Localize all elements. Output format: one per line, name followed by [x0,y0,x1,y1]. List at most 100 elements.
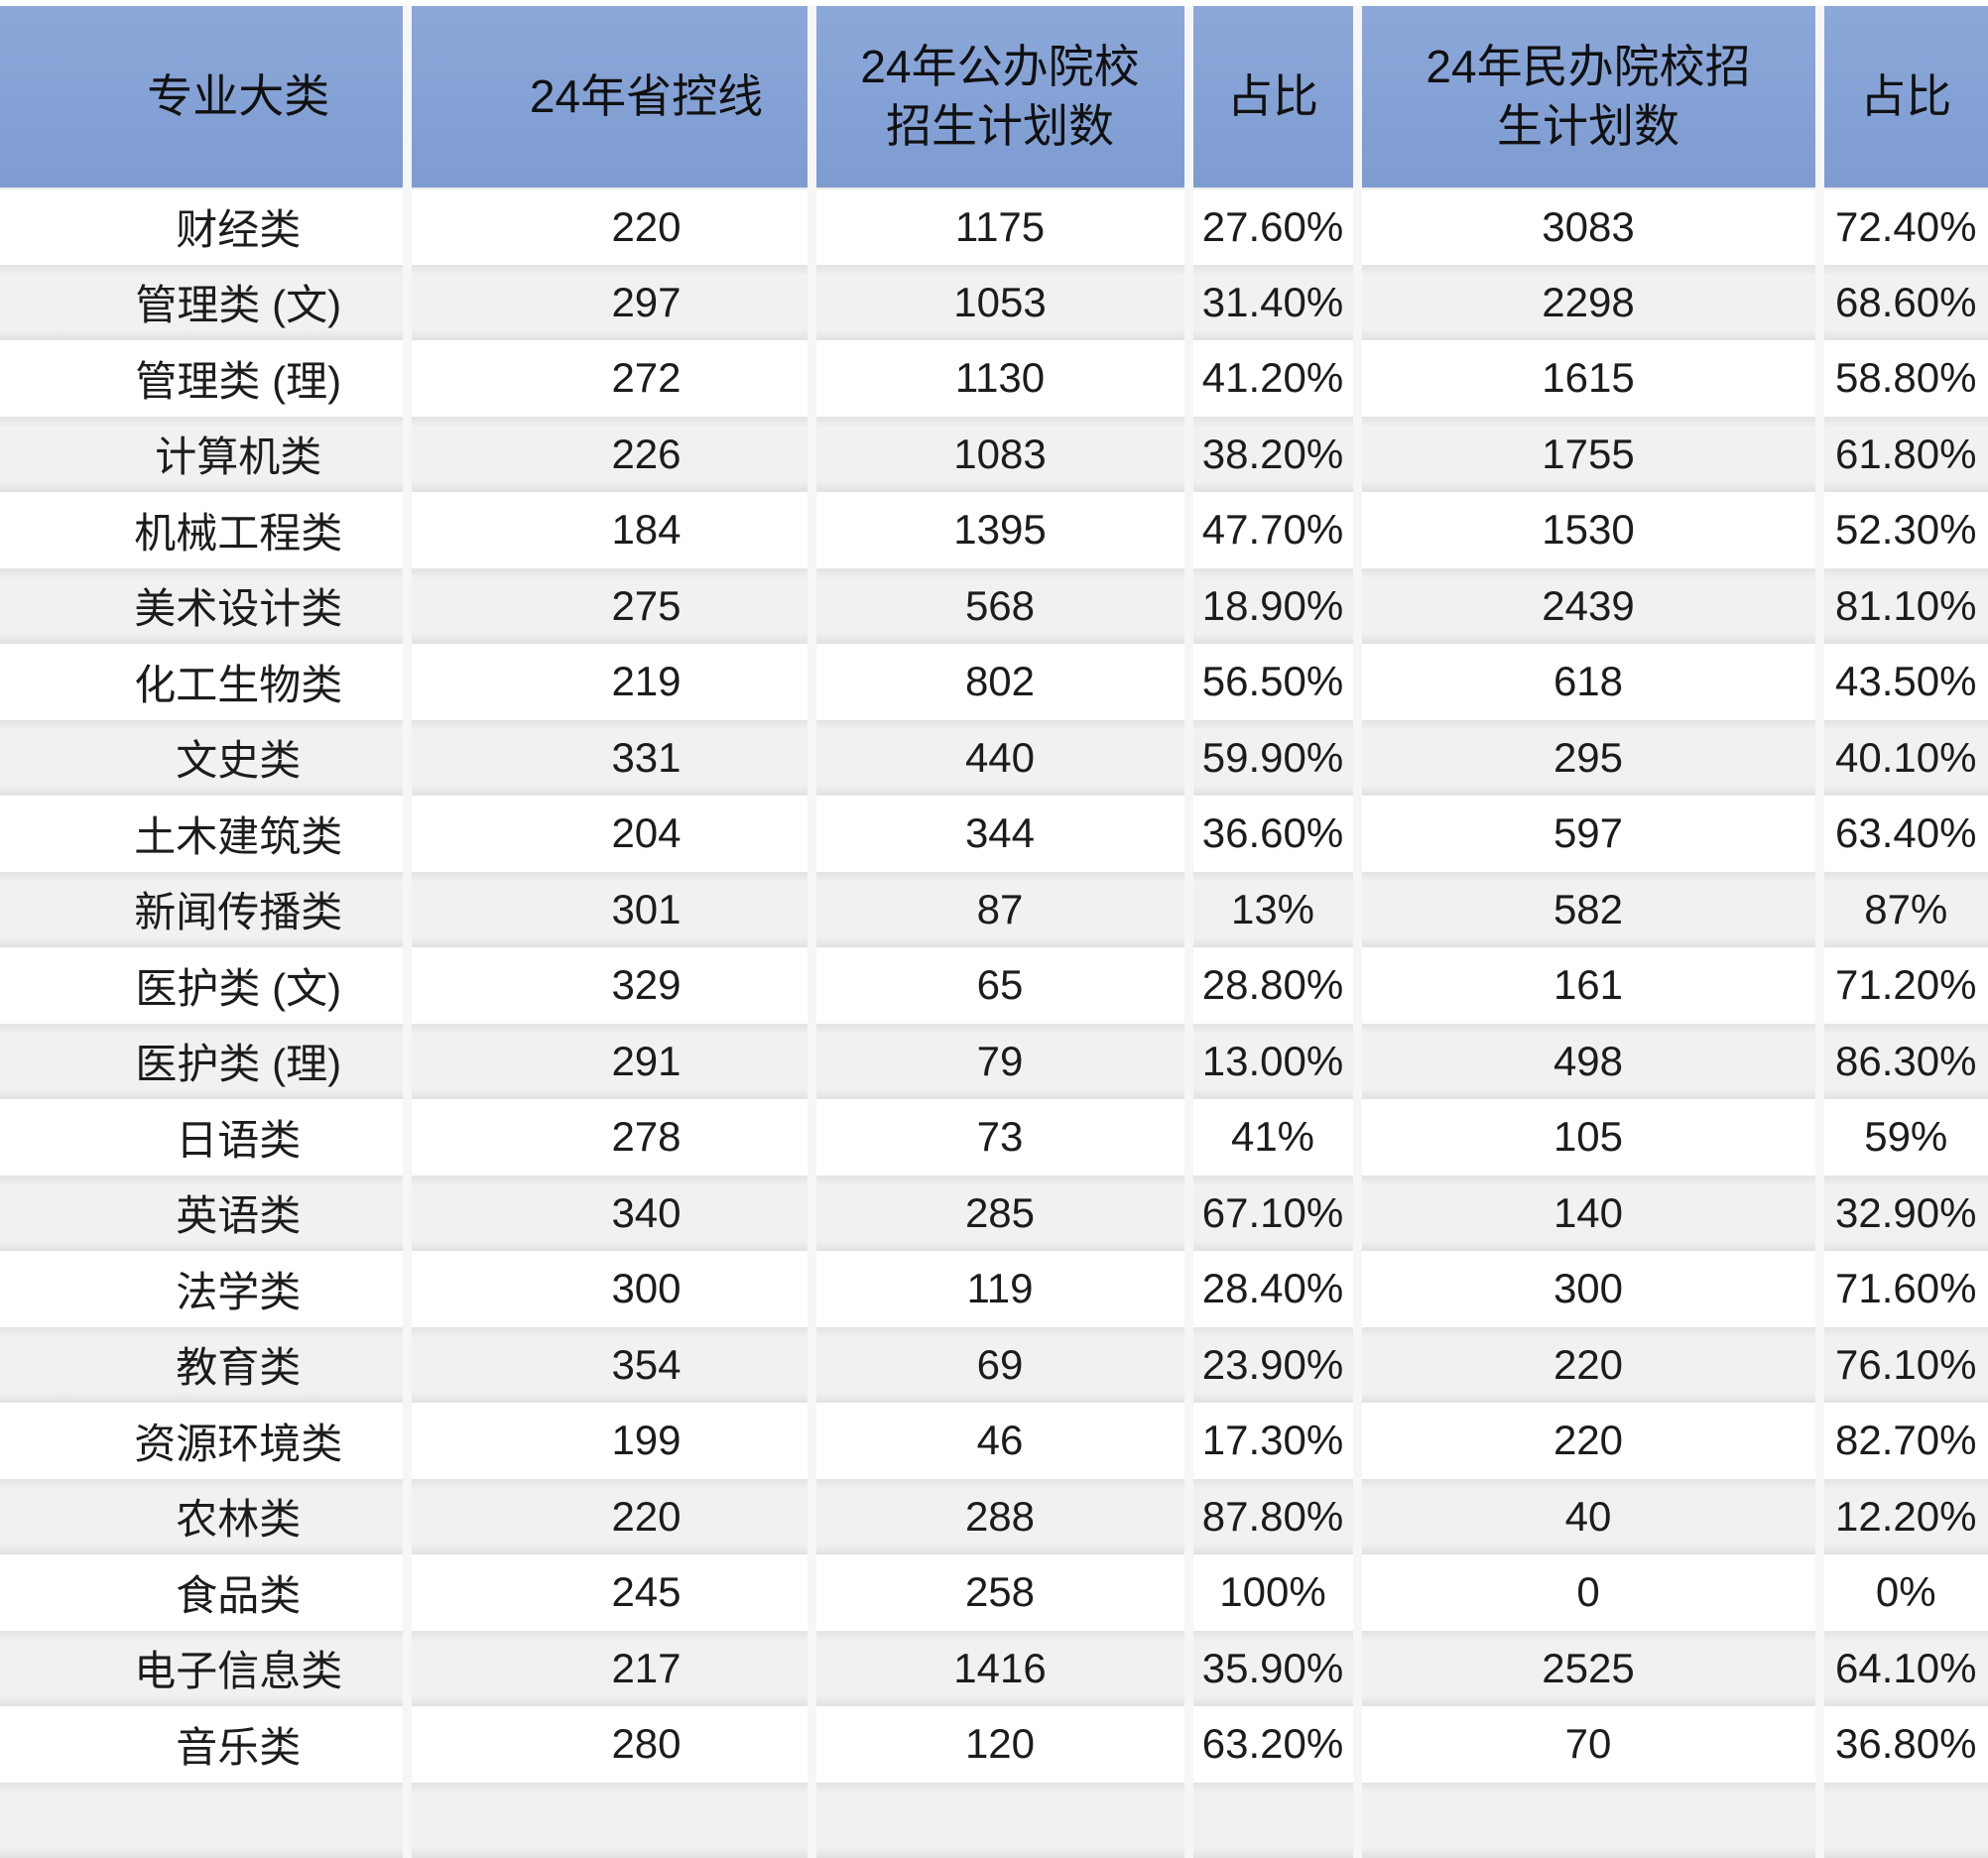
value-cell: 0% [1819,1554,1988,1631]
column-header-private-ratio: 占比 [1819,6,1988,188]
value-cell: 61.80% [1819,417,1988,493]
value-cell: 87% [1819,872,1988,948]
value-cell: 1755 [1357,417,1819,493]
value-cell: 68.60% [1819,265,1988,341]
value-cell: 72.40% [1819,188,1988,265]
value-cell: 52.30% [1819,492,1988,568]
value-cell: 36.80% [1819,1706,1988,1783]
value-cell: 70 [1357,1706,1819,1783]
value-cell: 120 [811,1706,1188,1783]
column-header-category: 专业大类 [0,6,407,188]
value-cell: 140 [1357,1176,1819,1252]
value-cell: 73 [811,1099,1188,1176]
value-cell: 226 [407,417,811,493]
value-cell: 297 [407,265,811,341]
value-cell: 597 [1357,796,1819,872]
value-cell: 295 [1357,720,1819,797]
value-cell: 81.10% [1819,568,1988,645]
value-cell: 220 [407,1479,811,1555]
category-cell: 音乐类 [0,1706,407,1783]
value-cell: 2298 [1357,265,1819,341]
value-cell: 220 [407,188,811,265]
value-cell: 291 [407,1024,811,1100]
value-cell: 65 [811,947,1188,1024]
category-cell: 化工生物类 [0,644,407,720]
value-cell: 275 [407,568,811,645]
admissions-table: 专业大类 24年省控线 24年公办院校 招生计划数 占比 24年民办院校招 生计… [0,6,1988,1858]
value-cell: 27.60% [1188,188,1357,265]
value-cell: 87.80% [1188,1479,1357,1555]
value-cell: 17.30% [1188,1403,1357,1479]
category-cell: 农林类 [0,1479,407,1555]
value-cell: 28.40% [1188,1251,1357,1327]
value-cell: 63.40% [1819,796,1988,872]
value-cell: 38.20% [1188,417,1357,493]
value-cell: 1130 [811,340,1188,417]
value-cell: 802 [811,644,1188,720]
value-cell: 278 [407,1099,811,1176]
value-cell: 56.50% [1188,644,1357,720]
value-cell: 217 [407,1631,811,1707]
value-cell: 47.70% [1188,492,1357,568]
category-cell: 财经类 [0,188,407,265]
value-cell: 41% [1188,1099,1357,1176]
value-cell: 28.80% [1188,947,1357,1024]
empty-cell [1357,1783,1819,1858]
value-cell: 220 [1357,1403,1819,1479]
category-cell: 食品类 [0,1554,407,1631]
value-cell: 1083 [811,417,1188,493]
column-header-private-plan: 24年民办院校招 生计划数 [1357,6,1819,188]
category-cell: 美术设计类 [0,568,407,645]
value-cell: 13.00% [1188,1024,1357,1100]
value-cell: 184 [407,492,811,568]
value-cell: 344 [811,796,1188,872]
value-cell: 58.80% [1819,340,1988,417]
category-cell: 计算机类 [0,417,407,493]
value-cell: 100% [1188,1554,1357,1631]
category-cell: 土木建筑类 [0,796,407,872]
value-cell: 354 [407,1327,811,1404]
value-cell: 41.20% [1188,340,1357,417]
value-cell: 119 [811,1251,1188,1327]
value-cell: 219 [407,644,811,720]
value-cell: 204 [407,796,811,872]
category-cell: 英语类 [0,1176,407,1252]
category-cell: 教育类 [0,1327,407,1404]
value-cell: 71.20% [1819,947,1988,1024]
value-cell: 1395 [811,492,1188,568]
empty-cell [0,1783,407,1858]
value-cell: 280 [407,1706,811,1783]
category-cell: 新闻传播类 [0,872,407,948]
value-cell: 220 [1357,1327,1819,1404]
value-cell: 498 [1357,1024,1819,1100]
value-cell: 618 [1357,644,1819,720]
value-cell: 71.60% [1819,1251,1988,1327]
value-cell: 67.10% [1188,1176,1357,1252]
value-cell: 105 [1357,1099,1819,1176]
category-cell: 管理类 (文) [0,265,407,341]
value-cell: 43.50% [1819,644,1988,720]
value-cell: 161 [1357,947,1819,1024]
value-cell: 86.30% [1819,1024,1988,1100]
value-cell: 32.90% [1819,1176,1988,1252]
category-cell: 日语类 [0,1099,407,1176]
value-cell: 46 [811,1403,1188,1479]
value-cell: 301 [407,872,811,948]
value-cell: 82.70% [1819,1403,1988,1479]
value-cell: 300 [407,1251,811,1327]
category-cell: 文史类 [0,720,407,797]
